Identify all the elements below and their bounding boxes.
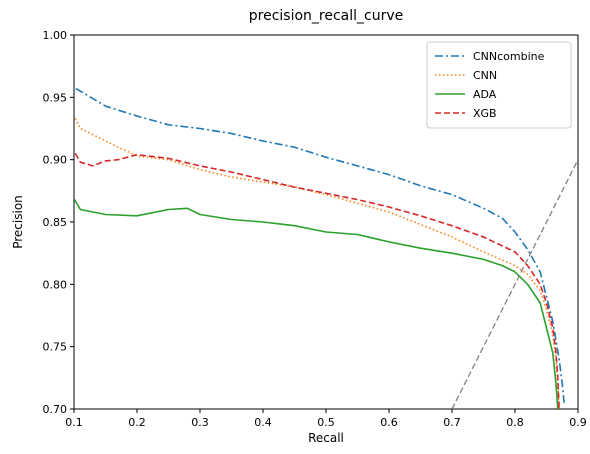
chart-title: precision_recall_curve — [249, 8, 404, 24]
series-line-cnncombine — [75, 87, 565, 403]
series-lines — [74, 87, 578, 409]
y-tick-label: 0.70 — [43, 403, 68, 416]
x-tick-label: 0.9 — [569, 416, 587, 429]
x-tick-label: 0.1 — [65, 416, 83, 429]
y-tick-label: 0.90 — [43, 154, 68, 167]
y-tick-label: 0.95 — [43, 91, 68, 104]
legend: CNNcombine CNN ADA XGB — [426, 41, 572, 129]
legend-label-cnncombine: CNNcombine — [473, 50, 545, 63]
y-tick-label: 1.00 — [43, 29, 68, 42]
diagonal-reference-line — [451, 159, 578, 409]
x-tick-label: 0.3 — [191, 416, 209, 429]
y-tick-label: 0.75 — [43, 341, 68, 354]
x-axis-label: Recall — [308, 431, 344, 445]
y-tick-label: 0.80 — [43, 278, 68, 291]
axis-ticks: 0.1 0.2 0.3 0.4 0.5 0.6 0.7 0.8 0.9 0.70 0.75 0.80 0… — [43, 29, 587, 429]
legend-label-ada: ADA — [473, 88, 497, 101]
x-tick-label: 0.6 — [380, 416, 398, 429]
legend-label-cnn: CNN — [473, 69, 497, 82]
series-line-ada — [74, 199, 559, 409]
series-line-cnn — [74, 118, 560, 409]
y-tick-label: 0.85 — [43, 216, 68, 229]
x-tick-label: 0.2 — [128, 416, 146, 429]
y-axis-label: Precision — [11, 195, 25, 249]
legend-box — [426, 41, 572, 129]
x-tick-label: 0.4 — [254, 416, 272, 429]
legend-label-xgb: XGB — [473, 107, 497, 120]
x-tick-label: 0.8 — [506, 416, 524, 429]
x-tick-label: 0.7 — [443, 416, 461, 429]
series-line-xgb — [74, 153, 560, 409]
x-tick-label: 0.5 — [317, 416, 335, 429]
